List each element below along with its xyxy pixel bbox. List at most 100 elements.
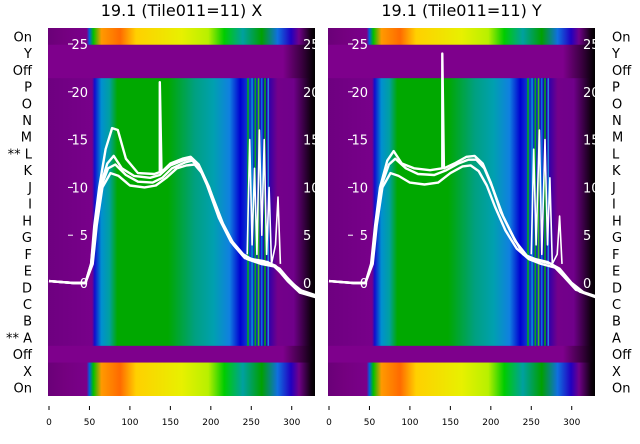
panel-title: 19.1 (Tile011=11) X	[101, 1, 263, 20]
heatmap-row	[328, 295, 595, 313]
y2-tick-label-right: 5	[303, 229, 311, 244]
row-label: N	[612, 114, 622, 129]
row-label: Off	[612, 348, 632, 363]
row-label: X	[23, 365, 32, 380]
panel-y: 19.1 (Tile011=11) Y On Y Off PONMLKJIHGFEDCB…	[326, 1, 632, 428]
heatmap-row	[48, 345, 315, 364]
x-tick-label: 300	[563, 418, 580, 428]
series-line-trace-4	[48, 163, 315, 299]
line-series: 0 0 5 5 10 10 15 15 20 20 25 25	[48, 38, 320, 299]
y2-tick-label: 5	[360, 229, 368, 244]
x-tick-label: 0	[326, 418, 332, 428]
heatmap-row	[328, 61, 595, 79]
row-label: F	[612, 248, 619, 263]
row-label: B	[23, 315, 32, 330]
x-tick-label: 100	[121, 418, 138, 428]
row-label: Y	[23, 47, 32, 62]
heatmap-row	[48, 61, 315, 79]
heatmap-row	[328, 345, 595, 364]
heatmap-row	[48, 212, 315, 230]
heatmap-row	[48, 178, 315, 196]
line-series: 0 0 5 5 10 10 15 15 20 20 25 25	[328, 38, 600, 299]
row-label: H	[612, 214, 622, 229]
x-tick-label: 150	[442, 418, 459, 428]
row-label: On	[14, 382, 32, 397]
y2-tick-label-right: 25	[583, 38, 600, 53]
x-tick-label: 100	[401, 418, 418, 428]
heatmap-row	[328, 379, 595, 396]
row-label: C	[612, 298, 621, 313]
y2-tick-label-right: 10	[303, 181, 320, 196]
row-label: I	[28, 198, 32, 213]
heatmap-row	[328, 128, 595, 146]
x-tick-label: 50	[364, 418, 376, 428]
row-label: M	[612, 131, 623, 146]
y2-tick-label: 25	[71, 38, 88, 53]
x-tick-label: 50	[84, 418, 96, 428]
row-label: ** A	[6, 331, 32, 346]
heatmap-strip	[527, 78, 529, 346]
heatmap-row	[328, 161, 595, 180]
y2-tick-label-right: 0	[583, 277, 591, 292]
row-label: B	[612, 315, 621, 330]
series-line-spikes	[246, 129, 282, 265]
row-label: K	[23, 164, 32, 179]
row-label: M	[21, 131, 32, 146]
heatmap-row	[48, 94, 315, 113]
row-label: C	[23, 298, 32, 313]
y2-tick-label: 0	[360, 277, 368, 292]
heatmap-row	[328, 228, 595, 246]
y2-tick-label-right: 10	[583, 181, 600, 196]
heatmap-row	[328, 178, 595, 196]
y2-tick-label-right: 20	[583, 86, 600, 101]
row-label: G	[612, 231, 622, 246]
row-label: G	[22, 231, 32, 246]
y2-tick-label: 20	[71, 86, 88, 101]
heatmap-row	[328, 312, 595, 330]
series-line-trace-3	[328, 164, 595, 299]
heatmap-row	[328, 44, 595, 62]
row-label: Y	[611, 47, 620, 62]
row-label: E	[24, 265, 32, 280]
heatmap-row	[328, 329, 595, 347]
heatmap-row	[328, 212, 595, 230]
row-label: X	[612, 365, 621, 380]
row-label: On	[612, 382, 630, 397]
row-label: H	[22, 214, 32, 229]
row-label: K	[612, 164, 621, 179]
heatmap-row	[328, 278, 595, 297]
row-label: On	[14, 30, 32, 45]
row-label: F	[25, 248, 32, 263]
row-label: I	[612, 198, 616, 213]
row-label: O	[22, 97, 32, 112]
heatmap	[328, 28, 595, 396]
y2-tick-label-right: 15	[583, 134, 600, 149]
heatmap-row	[48, 128, 315, 146]
x-tick-label: 300	[283, 418, 300, 428]
row-label: On	[612, 30, 630, 45]
row-label: Off	[612, 64, 632, 79]
heatmap-row	[48, 278, 315, 297]
heatmap-row	[328, 111, 595, 129]
row-label: P	[24, 81, 32, 96]
row-label: J	[27, 181, 32, 196]
heatmap-row	[328, 195, 595, 213]
y2-tick-label-right: 15	[303, 134, 320, 149]
row-label: A	[612, 331, 621, 346]
heatmap-row	[328, 94, 595, 113]
row-label: Off	[13, 64, 33, 79]
panel-title: 19.1 (Tile011=11) Y	[381, 1, 542, 20]
row-label: P	[612, 81, 620, 96]
row-label: ** L	[8, 147, 33, 162]
x-tick-label: 200	[202, 418, 219, 428]
row-label: E	[612, 265, 620, 280]
y2-tick-label: 25	[351, 38, 368, 53]
y2-tick-label: 10	[71, 181, 88, 196]
row-label: Off	[13, 348, 33, 363]
row-label: J	[611, 181, 616, 196]
y2-tick-label: 5	[80, 229, 88, 244]
heatmap-row	[328, 78, 595, 96]
heatmap-strip	[537, 78, 540, 346]
